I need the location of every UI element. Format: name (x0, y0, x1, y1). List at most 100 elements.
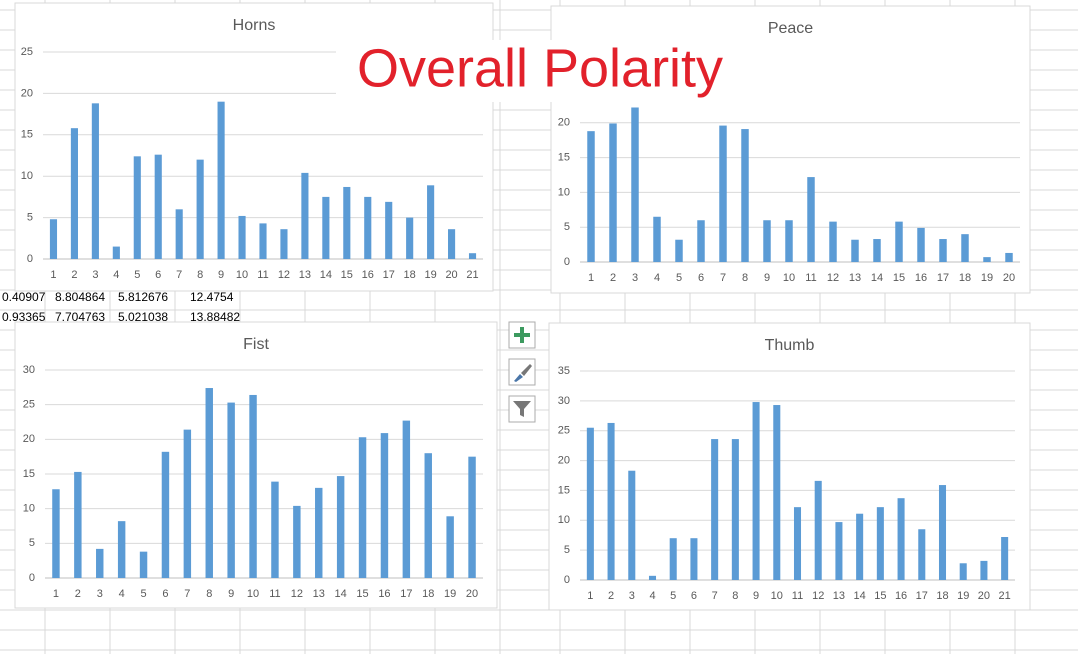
x-tick-label: 16 (362, 269, 374, 281)
chart-title: Peace (768, 20, 813, 37)
bar (587, 131, 595, 262)
x-tick-label: 15 (874, 590, 886, 602)
bar (980, 560, 988, 580)
x-tick-label: 13 (313, 588, 325, 600)
x-tick-label: 14 (335, 588, 347, 600)
bar (697, 220, 705, 262)
bar (175, 209, 183, 259)
x-tick-label: 2 (75, 588, 81, 600)
bar (364, 196, 372, 259)
cell-text: 5.812676 (118, 290, 168, 304)
bar (322, 196, 330, 259)
y-tick-label: 30 (558, 395, 570, 407)
y-tick-label: 10 (558, 514, 570, 526)
bar (468, 253, 477, 259)
y-tick-label: 0 (27, 253, 33, 265)
y-tick-label: 5 (564, 221, 570, 233)
y-tick-label: 10 (558, 186, 570, 198)
x-tick-label: 16 (378, 588, 390, 600)
x-tick-label: 4 (119, 588, 125, 600)
bar (959, 563, 967, 580)
x-tick-label: 18 (936, 590, 948, 602)
bar (961, 234, 969, 262)
bar (711, 439, 719, 580)
x-tick-label: 16 (895, 590, 907, 602)
x-tick-label: 2 (610, 272, 616, 284)
x-tick-label: 15 (893, 272, 905, 284)
x-tick-label: 3 (92, 269, 98, 281)
y-tick-label: 15 (21, 129, 33, 141)
x-tick-label: 20 (445, 269, 457, 281)
bar (856, 513, 864, 580)
bar (752, 402, 760, 580)
filter-button[interactable] (508, 395, 536, 423)
bar (648, 575, 657, 580)
y-tick-label: 20 (558, 454, 570, 466)
x-tick-label: 21 (999, 590, 1011, 602)
y-tick-label: 15 (558, 484, 570, 496)
y-tick-label: 0 (564, 256, 570, 268)
y-tick-label: 15 (23, 468, 35, 480)
bar (607, 422, 615, 580)
bar (895, 221, 903, 262)
x-tick-label: 1 (50, 269, 56, 281)
x-tick-label: 19 (424, 269, 436, 281)
bar (154, 154, 162, 259)
x-tick-label: 18 (422, 588, 434, 600)
bar (91, 103, 99, 259)
add-element-button[interactable] (508, 321, 536, 349)
x-tick-label: 6 (691, 590, 697, 602)
y-tick-label: 0 (564, 574, 570, 586)
bar (829, 221, 837, 262)
x-tick-label: 11 (792, 590, 803, 602)
x-tick-label: 12 (812, 590, 824, 602)
x-tick-label: 20 (978, 590, 990, 602)
bar (807, 177, 815, 262)
x-tick-label: 19 (444, 588, 456, 600)
y-tick-label: 5 (564, 544, 570, 556)
bar (227, 402, 235, 578)
x-tick-label: 14 (854, 590, 866, 602)
title-backdrop (336, 40, 760, 102)
x-tick-label: 17 (937, 272, 949, 284)
bar (653, 216, 661, 262)
x-tick-label: 9 (753, 590, 759, 602)
bar (402, 420, 411, 578)
cell-text: 7.704763 (55, 310, 105, 324)
bar (74, 471, 82, 578)
bar (293, 505, 301, 578)
x-tick-label: 13 (299, 269, 311, 281)
x-tick-label: 1 (53, 588, 59, 600)
x-tick-label: 11 (257, 269, 268, 281)
style-button[interactable] (508, 358, 536, 386)
chart-title: Fist (243, 336, 269, 353)
bar (259, 223, 267, 259)
x-tick-label: 17 (383, 269, 395, 281)
bar (315, 487, 323, 578)
x-tick-label: 8 (732, 590, 738, 602)
x-tick-label: 5 (134, 269, 140, 281)
bar (785, 220, 793, 262)
bar (448, 229, 456, 259)
bar (133, 156, 141, 259)
y-tick-label: 0 (29, 572, 35, 584)
bar (876, 507, 884, 580)
x-tick-label: 8 (742, 272, 748, 284)
x-tick-label: 9 (218, 269, 224, 281)
bar (49, 219, 58, 259)
y-tick-label: 25 (21, 46, 33, 58)
cell-text: 5.021038 (118, 310, 168, 324)
bar (719, 125, 727, 262)
x-tick-label: 7 (720, 272, 726, 284)
bar (609, 123, 617, 262)
bar (336, 476, 345, 578)
y-tick-label: 20 (21, 87, 33, 99)
x-tick-label: 10 (783, 272, 795, 284)
x-tick-label: 13 (849, 272, 861, 284)
y-tick-label: 25 (558, 425, 570, 437)
bar (446, 516, 454, 578)
bar (52, 489, 60, 578)
cell-text: 12.4754 (190, 290, 234, 304)
